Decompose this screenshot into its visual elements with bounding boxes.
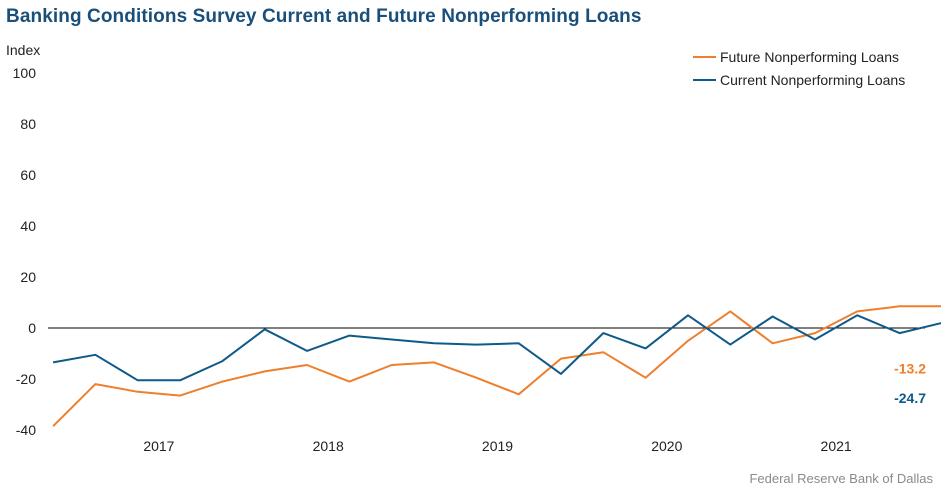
y-axis-ticks: 100 80 60 40 20 0 -20 -40 (13, 65, 37, 438)
y-tick-label: 100 (13, 65, 37, 81)
legend-label: Current Nonperforming Loans (720, 72, 905, 88)
y-axis-label: Index (6, 42, 40, 58)
series-lines (52, 305, 941, 427)
legend-label: Future Nonperforming Loans (720, 49, 899, 65)
y-tick-label: 20 (20, 269, 36, 285)
y-tick-label: 40 (20, 218, 36, 234)
series-line-future (52, 305, 941, 427)
x-tick-label: 2018 (313, 438, 344, 454)
end-value-label: -24.7 (894, 390, 926, 406)
x-tick-label: 2021 (821, 438, 852, 454)
x-tick-label: 2020 (651, 438, 682, 454)
x-axis-ticks: 2017 2018 2019 2020 2021 (143, 438, 852, 454)
x-tick-label: 2019 (482, 438, 513, 454)
end-value-label: -13.2 (894, 361, 926, 377)
y-tick-label: -20 (16, 371, 36, 387)
y-tick-label: -40 (16, 422, 36, 438)
chart-title: Banking Conditions Survey Current and Fu… (6, 6, 642, 27)
x-tick-label: 2017 (143, 438, 174, 454)
series-line-current (52, 314, 941, 382)
end-labels: -13.2 -24.7 (894, 361, 926, 406)
y-tick-label: 0 (28, 320, 36, 336)
y-tick-label: 60 (20, 167, 36, 183)
legend: Future Nonperforming Loans Current Nonper… (693, 49, 905, 88)
source-note: Federal Reserve Bank of Dallas (749, 471, 933, 486)
y-tick-label: 80 (20, 116, 36, 132)
